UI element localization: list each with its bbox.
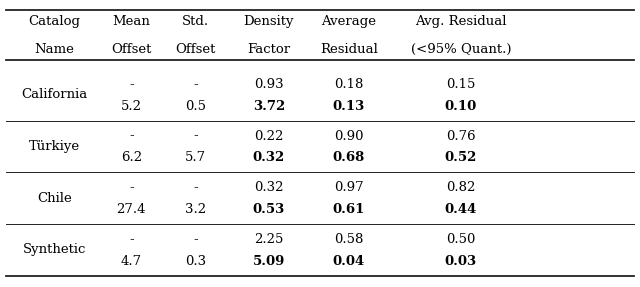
Text: 0.18: 0.18 bbox=[334, 78, 364, 91]
Text: 3.72: 3.72 bbox=[253, 100, 285, 113]
Text: -: - bbox=[129, 78, 134, 91]
Text: -: - bbox=[129, 233, 134, 246]
Text: 0.58: 0.58 bbox=[334, 233, 364, 246]
Text: Residual: Residual bbox=[320, 43, 378, 56]
Text: 4.7: 4.7 bbox=[120, 255, 142, 267]
Text: 0.44: 0.44 bbox=[445, 203, 477, 216]
Text: -: - bbox=[129, 129, 134, 143]
Text: 0.76: 0.76 bbox=[446, 129, 476, 143]
Text: 3.2: 3.2 bbox=[184, 203, 206, 216]
Text: Density: Density bbox=[244, 15, 294, 28]
Text: 2.25: 2.25 bbox=[254, 233, 284, 246]
Text: 0.3: 0.3 bbox=[184, 255, 206, 267]
Text: Synthetic: Synthetic bbox=[22, 243, 86, 256]
Text: California: California bbox=[21, 88, 88, 101]
Text: Average: Average bbox=[321, 15, 376, 28]
Text: 0.04: 0.04 bbox=[333, 255, 365, 267]
Text: -: - bbox=[193, 181, 198, 194]
Text: 6.2: 6.2 bbox=[120, 151, 142, 164]
Text: 0.90: 0.90 bbox=[334, 129, 364, 143]
Text: 0.32: 0.32 bbox=[253, 151, 285, 164]
Text: Factor: Factor bbox=[247, 43, 291, 56]
Text: Chile: Chile bbox=[37, 191, 72, 205]
Text: Std.: Std. bbox=[182, 15, 209, 28]
Text: 5.7: 5.7 bbox=[184, 151, 206, 164]
Text: 0.61: 0.61 bbox=[333, 203, 365, 216]
Text: 0.15: 0.15 bbox=[446, 78, 476, 91]
Text: 0.93: 0.93 bbox=[254, 78, 284, 91]
Text: Catalog: Catalog bbox=[28, 15, 81, 28]
Text: Offset: Offset bbox=[175, 43, 216, 56]
Text: 0.13: 0.13 bbox=[333, 100, 365, 113]
Text: 0.10: 0.10 bbox=[445, 100, 477, 113]
Text: Offset: Offset bbox=[111, 43, 152, 56]
Text: -: - bbox=[193, 78, 198, 91]
Text: Türkiye: Türkiye bbox=[29, 140, 80, 153]
Text: 0.22: 0.22 bbox=[254, 129, 284, 143]
Text: (<95% Quant.): (<95% Quant.) bbox=[410, 43, 511, 56]
Text: 0.32: 0.32 bbox=[254, 181, 284, 194]
Text: 0.50: 0.50 bbox=[446, 233, 476, 246]
Text: 0.03: 0.03 bbox=[445, 255, 477, 267]
Text: Mean: Mean bbox=[112, 15, 150, 28]
Text: 5.2: 5.2 bbox=[121, 100, 141, 113]
Text: 0.53: 0.53 bbox=[253, 203, 285, 216]
Text: 0.52: 0.52 bbox=[445, 151, 477, 164]
Text: -: - bbox=[129, 181, 134, 194]
Text: 0.68: 0.68 bbox=[333, 151, 365, 164]
Text: 0.82: 0.82 bbox=[446, 181, 476, 194]
Text: 0.5: 0.5 bbox=[185, 100, 205, 113]
Text: 0.97: 0.97 bbox=[334, 181, 364, 194]
Text: 27.4: 27.4 bbox=[116, 203, 146, 216]
Text: -: - bbox=[193, 233, 198, 246]
Text: 5.09: 5.09 bbox=[253, 255, 285, 267]
Text: Name: Name bbox=[35, 43, 74, 56]
Text: -: - bbox=[193, 129, 198, 143]
Text: Avg. Residual: Avg. Residual bbox=[415, 15, 506, 28]
